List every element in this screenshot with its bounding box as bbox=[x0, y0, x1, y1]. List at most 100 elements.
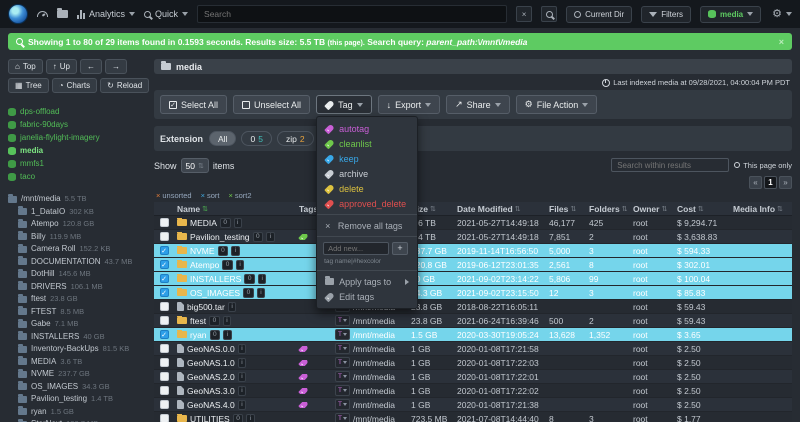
column-header-size[interactable]: Size ⇅ bbox=[408, 204, 454, 214]
quick-menu[interactable]: Quick bbox=[144, 9, 189, 19]
dashboard-icon[interactable] bbox=[37, 11, 48, 17]
search-input[interactable] bbox=[204, 9, 501, 19]
row-checkbox[interactable] bbox=[159, 232, 169, 241]
apply-tags-to-item[interactable]: Apply tags to bbox=[317, 274, 417, 289]
tree-item[interactable]: DotHill 145.6 MB bbox=[8, 268, 148, 281]
info-badge[interactable]: i bbox=[257, 273, 267, 284]
info-badge[interactable]: i bbox=[237, 371, 247, 382]
tag-count-badge[interactable]: 0 bbox=[217, 245, 229, 256]
path-link[interactable]: /mnt/media bbox=[352, 357, 396, 368]
tree-item[interactable]: DOCUMENTATION 43.7 MB bbox=[8, 256, 148, 269]
name-cell[interactable]: Pavilion_testing 0 i bbox=[174, 231, 296, 242]
item-name[interactable]: GeoNAS.1.0 bbox=[187, 357, 235, 368]
index-selector[interactable]: media bbox=[700, 5, 762, 23]
name-cell[interactable]: big500.tar i bbox=[174, 301, 296, 312]
tree-button[interactable]: ▦ Tree bbox=[8, 78, 49, 93]
tag-icon[interactable] bbox=[298, 345, 309, 352]
tag-icon[interactable] bbox=[298, 233, 309, 240]
name-cell[interactable]: NVME 0 i bbox=[174, 245, 296, 256]
info-badge[interactable]: i bbox=[231, 245, 240, 256]
tree-item[interactable]: ftest 23.8 GB bbox=[8, 293, 148, 306]
tag-icon[interactable] bbox=[298, 387, 309, 394]
column-header-name[interactable]: Name ⇅ bbox=[174, 204, 296, 214]
sidebar-index-janelia-flylight-imagery[interactable]: janelia-flylight-imagery bbox=[8, 131, 148, 144]
tag-count-badge[interactable]: 0 bbox=[243, 287, 254, 298]
sidebar-index-dps-offload[interactable]: dps-offload bbox=[8, 105, 148, 118]
tag-dropdown-button[interactable]: Tag bbox=[316, 95, 372, 114]
unselect-all-button[interactable]: Unselect All bbox=[233, 95, 311, 114]
tree-dropdown-chip[interactable]: T bbox=[335, 385, 350, 396]
column-header-owner[interactable]: Owner ⇅ bbox=[630, 204, 674, 214]
row-checkbox[interactable] bbox=[159, 302, 169, 311]
item-name[interactable]: OS_IMAGES bbox=[190, 287, 241, 298]
sidebar-index-taco[interactable]: taco bbox=[8, 170, 148, 183]
tree-item[interactable]: INSTALLERS 40 GB bbox=[8, 331, 148, 344]
row-checkbox[interactable] bbox=[159, 400, 169, 409]
tree-item[interactable]: Gabe 7.1 MB bbox=[8, 318, 148, 331]
extension-pill-zip[interactable]: zip 2 bbox=[276, 131, 314, 146]
item-name[interactable]: GeoNAS.0.0 bbox=[187, 343, 235, 354]
path-link[interactable]: /mnt/media bbox=[352, 413, 396, 422]
column-header-cost[interactable]: Cost ⇅ bbox=[674, 204, 730, 214]
up-button[interactable]: ↑ Up bbox=[45, 59, 77, 74]
name-cell[interactable]: ftest 0 i bbox=[174, 315, 296, 326]
tree-dropdown-chip[interactable]: T bbox=[335, 315, 350, 326]
info-badge[interactable]: i bbox=[237, 357, 247, 368]
sort-link-unsorted[interactable]: × unsorted bbox=[156, 191, 192, 200]
tag-count-badge[interactable]: 0 bbox=[219, 217, 231, 228]
select-all-button[interactable]: ✓ Select All bbox=[160, 95, 228, 114]
tree-item[interactable]: OS_IMAGES 34.3 GB bbox=[8, 381, 148, 394]
row-checkbox-checked[interactable]: ✓ bbox=[159, 260, 169, 269]
sort-link-sort2[interactable]: × sort2 bbox=[228, 191, 251, 200]
info-badge[interactable]: i bbox=[233, 217, 242, 228]
tag-count-badge[interactable]: 0 bbox=[232, 413, 244, 422]
name-cell[interactable]: ryan 0 i bbox=[174, 329, 296, 340]
top-button[interactable]: ⌂ Top bbox=[8, 59, 43, 74]
tag-menu-item-autotag[interactable]: autotag bbox=[317, 121, 417, 136]
filters-button[interactable]: Filters bbox=[641, 5, 691, 23]
info-badge[interactable]: i bbox=[222, 315, 232, 326]
settings-menu[interactable]: ⚙ bbox=[772, 8, 792, 20]
tree-item[interactable]: Camera Roll 152.2 KB bbox=[8, 243, 148, 256]
tree-dropdown-chip[interactable]: T bbox=[335, 329, 350, 340]
remove-all-tags-item[interactable]: × Remove all tags bbox=[325, 220, 403, 231]
item-name[interactable]: ftest bbox=[190, 315, 207, 326]
charts-button[interactable]: ◔ Charts bbox=[51, 78, 98, 93]
item-name[interactable]: GeoNAS.4.0 bbox=[187, 399, 235, 410]
name-cell[interactable]: GeoNAS.1.0 i bbox=[174, 357, 296, 368]
tree-dropdown-chip[interactable]: T bbox=[335, 357, 350, 368]
path-link[interactable]: /mnt/media bbox=[352, 343, 396, 354]
current-dir-toggle[interactable]: Current Dir bbox=[566, 5, 633, 23]
row-checkbox[interactable] bbox=[159, 358, 169, 367]
this-page-only-toggle[interactable]: This page only bbox=[734, 161, 792, 170]
tree-item[interactable]: Inventory-BackUps 81.5 KB bbox=[8, 343, 148, 356]
row-checkbox-checked[interactable]: ✓ bbox=[159, 246, 169, 255]
tag-menu-item-keep[interactable]: keep bbox=[317, 151, 417, 166]
close-alert-icon[interactable]: × bbox=[778, 36, 784, 47]
tag-count-badge[interactable]: 0 bbox=[209, 315, 220, 326]
tree-dropdown-chip[interactable]: T bbox=[335, 413, 350, 422]
tree-root[interactable]: /mnt/media 5.5 TB bbox=[8, 193, 148, 206]
tree-item[interactable]: StorNext 180.7 MB bbox=[8, 418, 148, 422]
name-cell[interactable]: GeoNAS.2.0 i bbox=[174, 371, 296, 382]
tag-icon[interactable] bbox=[298, 401, 309, 408]
path-link[interactable]: /mnt/media bbox=[352, 399, 396, 410]
row-checkbox-checked[interactable]: ✓ bbox=[159, 330, 169, 339]
row-checkbox[interactable] bbox=[159, 344, 169, 353]
item-name[interactable]: NVME bbox=[190, 245, 215, 256]
tree-item[interactable]: MEDIA 3.6 TB bbox=[8, 356, 148, 369]
tag-count-badge[interactable]: 0 bbox=[222, 259, 233, 270]
folder-nav-icon[interactable] bbox=[57, 8, 68, 18]
info-badge[interactable]: i bbox=[256, 287, 266, 298]
file-action-dropdown-button[interactable]: ⚙ File Action bbox=[515, 95, 598, 114]
tag-icon[interactable] bbox=[298, 373, 309, 380]
clear-search-button[interactable]: × bbox=[516, 6, 533, 22]
item-name[interactable]: Atempo bbox=[190, 259, 220, 270]
path-link[interactable]: /mnt/media bbox=[352, 371, 396, 382]
sidebar-index-fabric-90days[interactable]: fabric-90days bbox=[8, 118, 148, 131]
tree-item[interactable]: FTEST 8.5 MB bbox=[8, 306, 148, 319]
tree-dropdown-chip[interactable]: T bbox=[335, 399, 350, 410]
item-name[interactable]: ryan bbox=[190, 329, 207, 340]
search-submit-button[interactable] bbox=[541, 6, 558, 22]
